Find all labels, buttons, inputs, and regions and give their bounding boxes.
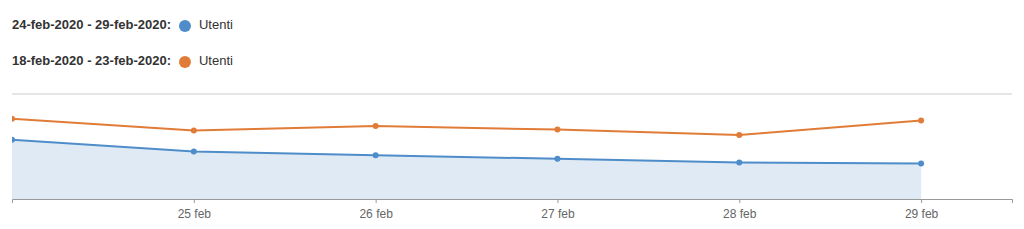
point — [12, 116, 15, 122]
point — [554, 156, 560, 162]
point — [918, 160, 924, 166]
x-tick-label: 28 feb — [723, 207, 757, 221]
legend-label: Utenti — [199, 53, 233, 68]
x-tick-mark — [921, 199, 922, 203]
x-tick: 29 feb — [905, 199, 939, 221]
legend-period: 18-feb-2020 - 23-feb-2020: — [12, 53, 171, 68]
point — [373, 152, 379, 158]
x-tick: 27 feb — [541, 199, 575, 221]
area — [12, 140, 921, 199]
legend-label: Utenti — [199, 17, 233, 32]
x-axis-line — [13, 200, 1013, 204]
x-tick-label: 27 feb — [541, 207, 575, 221]
x-tick-mark — [557, 199, 558, 203]
point — [918, 117, 924, 123]
point — [191, 128, 197, 134]
points — [12, 116, 924, 138]
point — [191, 149, 197, 155]
plot: 25 feb 26 feb 27 feb 28 feb 29 feb — [9, 94, 1013, 221]
x-tick: 26 feb — [359, 199, 393, 221]
point — [736, 132, 742, 138]
x-tick: 25 feb — [178, 199, 212, 221]
x-axis: 25 feb 26 feb 27 feb 28 feb 29 feb — [13, 199, 1013, 221]
point — [554, 127, 560, 133]
point — [736, 159, 742, 165]
x-tick: 28 feb — [723, 199, 757, 221]
chart: 24-feb-2020 - 29-feb-2020:Utenti18-feb-2… — [0, 0, 1024, 229]
x-tick-label: 29 feb — [905, 207, 939, 221]
top-frame — [12, 94, 1012, 95]
x-tick-mark — [739, 199, 740, 203]
line — [12, 119, 921, 135]
legend-entry: 18-feb-2020 - 23-feb-2020: Utenti — [12, 53, 233, 68]
legend-period: 24-feb-2020 - 29-feb-2020: — [12, 17, 171, 32]
marks — [12, 116, 924, 199]
point — [12, 137, 15, 143]
point — [373, 123, 379, 129]
points — [12, 137, 924, 167]
x-tick-label: 26 feb — [359, 207, 393, 221]
legend-entry: 24-feb-2020 - 29-feb-2020: Utenti — [12, 17, 233, 32]
x-tick-label: 25 feb — [178, 207, 212, 221]
legend-swatch — [179, 20, 191, 32]
line — [12, 140, 921, 164]
x-tick-mark — [194, 199, 195, 203]
legend-swatch — [179, 56, 191, 68]
x-tick-mark — [376, 199, 377, 203]
legend: 24-feb-2020 - 29-feb-2020:Utenti18-feb-2… — [12, 17, 233, 68]
